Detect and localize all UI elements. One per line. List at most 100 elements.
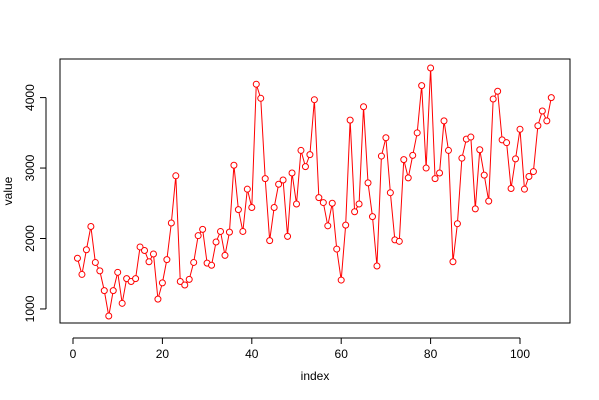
data-point <box>360 103 368 111</box>
x-tick-label: 0 <box>70 347 77 361</box>
x-tick-label: 40 <box>245 347 259 361</box>
data-point <box>453 220 461 228</box>
data-point <box>503 139 511 147</box>
y-tick-label: 2000 <box>23 225 37 252</box>
data-point <box>422 164 430 172</box>
data-point <box>105 312 113 320</box>
data-point <box>261 175 269 183</box>
x-tick-label: 80 <box>424 347 438 361</box>
data-point <box>212 238 220 246</box>
y-axis-title: value <box>1 176 15 205</box>
data-point <box>82 246 90 254</box>
data-point <box>225 228 233 236</box>
data-point <box>373 262 381 270</box>
data-point <box>315 194 323 202</box>
series-line <box>76 67 552 317</box>
data-point <box>337 276 345 284</box>
data-point <box>78 270 86 278</box>
data-point <box>194 232 202 240</box>
data-point <box>293 200 300 208</box>
data-point <box>301 163 309 171</box>
data-point <box>239 227 247 235</box>
data-point <box>489 95 497 103</box>
data-point <box>275 180 283 188</box>
y-axis: 1000 2000 3000 4000 <box>23 84 47 322</box>
data-point <box>346 116 354 124</box>
data-point <box>306 151 314 159</box>
data-point <box>154 295 162 303</box>
data-point <box>181 281 189 289</box>
plot-frame <box>59 58 571 324</box>
data-point <box>377 152 385 160</box>
data-point <box>444 146 452 154</box>
data-point <box>176 277 184 285</box>
data-point <box>400 156 408 164</box>
data-point <box>471 205 479 213</box>
data-point <box>163 256 171 264</box>
data-point <box>538 107 546 115</box>
data-point <box>440 117 448 125</box>
data-point <box>404 174 412 182</box>
data-point <box>270 204 278 211</box>
data-point <box>525 173 533 180</box>
x-tick-label: 60 <box>335 347 349 361</box>
data-point <box>386 189 394 197</box>
data-point <box>248 204 256 211</box>
data-point <box>172 172 180 180</box>
data-point <box>230 161 238 169</box>
data-point <box>529 168 537 176</box>
data-point <box>494 87 502 95</box>
data-point <box>199 225 207 233</box>
data-point <box>297 146 305 154</box>
data-point <box>507 184 515 192</box>
data-point <box>87 223 95 231</box>
data-point <box>288 169 296 177</box>
data-point <box>109 287 117 295</box>
data-point <box>368 213 376 221</box>
data-point <box>413 129 421 137</box>
data-point <box>114 268 122 276</box>
data-point <box>190 258 198 266</box>
data-point <box>351 208 359 216</box>
data-point <box>167 219 175 227</box>
data-point <box>284 232 292 240</box>
data-point <box>149 250 157 258</box>
data-point <box>364 179 372 187</box>
data-point <box>266 237 274 245</box>
data-point <box>96 267 104 275</box>
data-point <box>91 258 99 266</box>
data-point <box>333 245 341 253</box>
plot-box <box>59 58 571 324</box>
data-point <box>436 169 444 177</box>
data-point <box>185 275 193 283</box>
x-tick-label: 100 <box>510 347 530 361</box>
data-point <box>324 222 332 230</box>
data-point <box>449 258 457 266</box>
data-point <box>480 171 488 179</box>
y-tick-label: 3000 <box>23 154 37 181</box>
data-point <box>310 96 318 104</box>
y-tick-label: 1000 <box>23 295 37 322</box>
x-axis-title: index <box>301 369 330 383</box>
data-point <box>100 287 108 295</box>
data-point <box>547 94 555 102</box>
data-point <box>485 197 493 205</box>
data-point <box>145 258 153 266</box>
data-point <box>431 175 439 183</box>
data-point <box>234 206 242 214</box>
data-point <box>73 254 81 262</box>
data-point <box>467 133 475 141</box>
data-point <box>395 237 403 245</box>
data-point <box>382 134 390 142</box>
data-point <box>512 155 520 163</box>
data-point <box>217 227 225 235</box>
data-point <box>279 176 287 184</box>
data-point <box>409 151 417 159</box>
data-point <box>252 80 260 88</box>
data-series <box>73 64 555 320</box>
data-point <box>458 154 466 162</box>
data-point <box>476 146 484 154</box>
x-tick-label: 20 <box>156 347 170 361</box>
data-point <box>342 221 350 229</box>
